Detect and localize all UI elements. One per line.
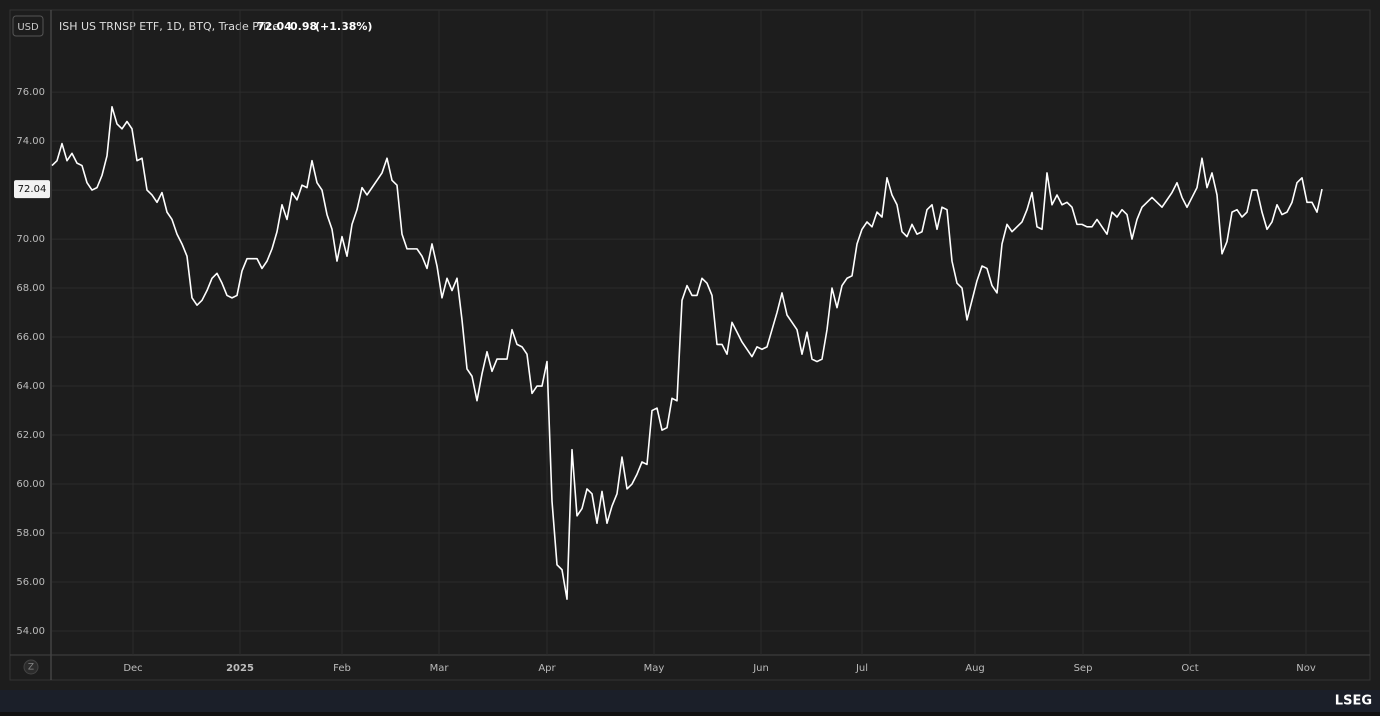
- header-change: 0.98: [290, 20, 317, 33]
- y-tick-label: 60.00: [16, 479, 45, 490]
- x-tick-label: Sep: [1074, 663, 1093, 674]
- header-change-pct: (+1.38%): [315, 20, 372, 33]
- y-tick-label: 74.00: [16, 136, 45, 147]
- frame: [9, 9, 1371, 681]
- background: [0, 0, 1380, 690]
- price-line: [51, 105, 1323, 600]
- y-tick-label: 70.00: [16, 234, 45, 245]
- footer-bar: [0, 690, 1380, 712]
- x-tick-label: May: [644, 663, 665, 674]
- y-tick-label: 56.00: [16, 577, 45, 588]
- y-tick-label: 58.00: [16, 528, 45, 539]
- y-tick-label: 62.00: [16, 430, 45, 441]
- y-tick-label: 68.00: [16, 283, 45, 294]
- x-tick-label: Apr: [538, 663, 556, 674]
- header-price: 72.04: [257, 20, 292, 33]
- plot: 54.00 56.00 58.00 60.00 62.00 64.00 66.00 68.00…: [14, 10, 1370, 674]
- x-tick-label: Oct: [1181, 663, 1198, 674]
- x-tick-label: Jun: [752, 663, 769, 674]
- zoom-button[interactable]: [23, 659, 39, 675]
- x-tick-label: Mar: [430, 663, 450, 674]
- x-tick-label: Aug: [965, 663, 985, 674]
- x-tick-label: Nov: [1296, 663, 1316, 674]
- y-tick-label: 66.00: [16, 332, 45, 343]
- y-tick-label: 64.00: [16, 381, 45, 392]
- x-tick-label: Feb: [333, 663, 351, 674]
- currency: USD: [17, 22, 39, 33]
- footer-logo: LSEG: [1335, 694, 1372, 709]
- zoom-label[interactable]: Z: [28, 663, 34, 673]
- x-tick-label: Jul: [855, 663, 868, 674]
- last-price-label: 72.04: [18, 184, 47, 195]
- chart-title: ISH US TRNSP ETF, 1D, BTQ, Trade Price: [59, 20, 279, 33]
- currency-box: [12, 15, 44, 37]
- y-tick-label: 54.00: [16, 626, 45, 637]
- x-tick-label: Dec: [123, 663, 142, 674]
- y-tick-label: 76.00: [16, 87, 45, 98]
- last-price-marker: [14, 180, 50, 199]
- x-tick-label: 2025: [226, 663, 254, 674]
